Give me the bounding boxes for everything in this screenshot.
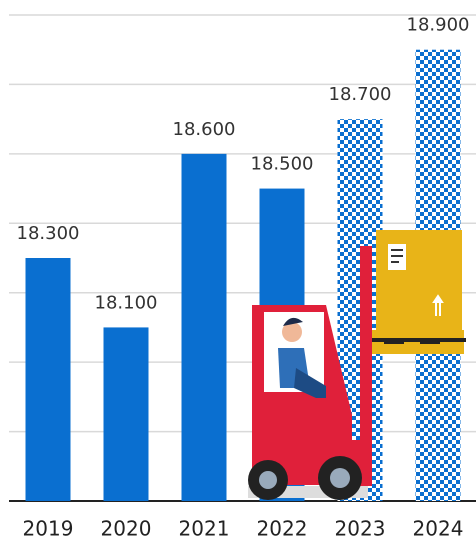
value-label: 18.700 — [329, 84, 392, 105]
value-label: 18.900 — [407, 15, 470, 36]
value-label: 18.300 — [17, 223, 80, 244]
bar — [26, 258, 71, 501]
x-tick-label: 2022 — [257, 517, 308, 541]
page: {"chart_data": {"type": "bar", "categori… — [0, 0, 476, 547]
x-tick-label: 2019 — [23, 517, 74, 541]
value-label: 18.600 — [173, 119, 236, 140]
x-tick-label: 2020 — [101, 517, 152, 541]
value-label: 18.500 — [251, 154, 314, 175]
bar — [182, 154, 227, 501]
x-tick-label: 2024 — [413, 517, 464, 541]
x-tick-label: 2021 — [179, 517, 230, 541]
chart: 2019 18.300 2020 18.100 2021 18.600 2022 18.500… — [0, 0, 476, 547]
value-label: 18.100 — [95, 292, 158, 313]
x-tick-label: 2023 — [335, 517, 386, 541]
bar — [104, 327, 149, 501]
